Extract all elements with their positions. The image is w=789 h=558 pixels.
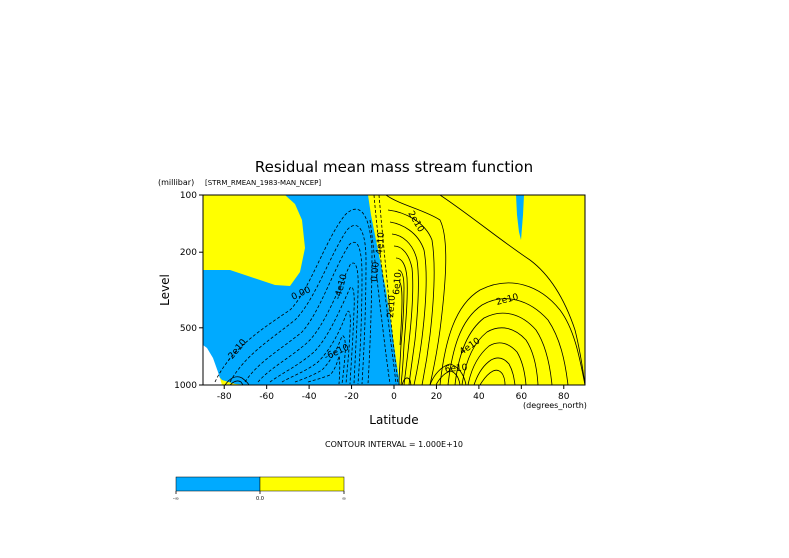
contour-label: 0.00 xyxy=(588,280,598,300)
x-axis-label: Latitude xyxy=(369,413,418,427)
y-tick-label: 100 xyxy=(180,191,197,201)
colorbar-negative xyxy=(175,476,261,492)
y-tick-label: 1000 xyxy=(174,381,197,391)
x-tick-label: -40 xyxy=(302,392,317,402)
tropical-cell-contours xyxy=(385,195,447,385)
x-units: (degrees_north) xyxy=(523,401,587,410)
colorbar-positive xyxy=(259,476,345,492)
southern-cell-contours xyxy=(214,195,399,385)
colorbar: -∞ 0.0 ∞ xyxy=(173,476,346,502)
white-corner xyxy=(203,345,222,385)
negative-fill-north xyxy=(516,195,524,240)
contour-label: 4e10 xyxy=(375,231,387,255)
y-tick-label: 200 xyxy=(180,248,197,258)
plot-area: 0.00 -4e10 -2e10 -6e10 2e10 4e10 6e10 0.… xyxy=(203,195,598,385)
x-tick-label: 20 xyxy=(431,392,443,402)
colorbar-label: ∞ xyxy=(342,496,346,502)
y-tick-label: 500 xyxy=(180,324,197,334)
dataset-label: [STRM_RMEAN_1983-MAN_NCEP] xyxy=(205,179,321,187)
contour-label: 2e10 xyxy=(386,294,398,318)
contour-label: 0.00 xyxy=(370,261,382,282)
x-tick-label: 80 xyxy=(558,392,570,402)
contour-label: 6e10 xyxy=(392,271,404,295)
chart-title: Residual mean mass stream function xyxy=(255,158,533,176)
x-tick-label: -80 xyxy=(217,392,232,402)
x-tick-label: -60 xyxy=(259,392,274,402)
x-tick-label: 0 xyxy=(391,392,397,402)
x-axis: -80 -60 -40 -20 0 20 40 60 80 xyxy=(217,385,570,402)
colorbar-label: 0.0 xyxy=(256,496,264,502)
x-tick-label: -20 xyxy=(344,392,359,402)
northern-cell-contours xyxy=(224,195,585,385)
negative-fill-south xyxy=(203,195,400,385)
x-tick-label: 60 xyxy=(516,392,528,402)
contour-interval: CONTOUR INTERVAL = 1.000E+10 xyxy=(325,440,463,449)
y-axis-label: Level xyxy=(158,274,172,306)
colorbar-label: -∞ xyxy=(173,496,179,502)
contour-label: 6e10 xyxy=(444,363,468,375)
y-units: (millibar) xyxy=(158,178,194,187)
y-axis: 100 200 500 1000 xyxy=(174,191,203,391)
x-tick-label: 40 xyxy=(473,392,485,402)
